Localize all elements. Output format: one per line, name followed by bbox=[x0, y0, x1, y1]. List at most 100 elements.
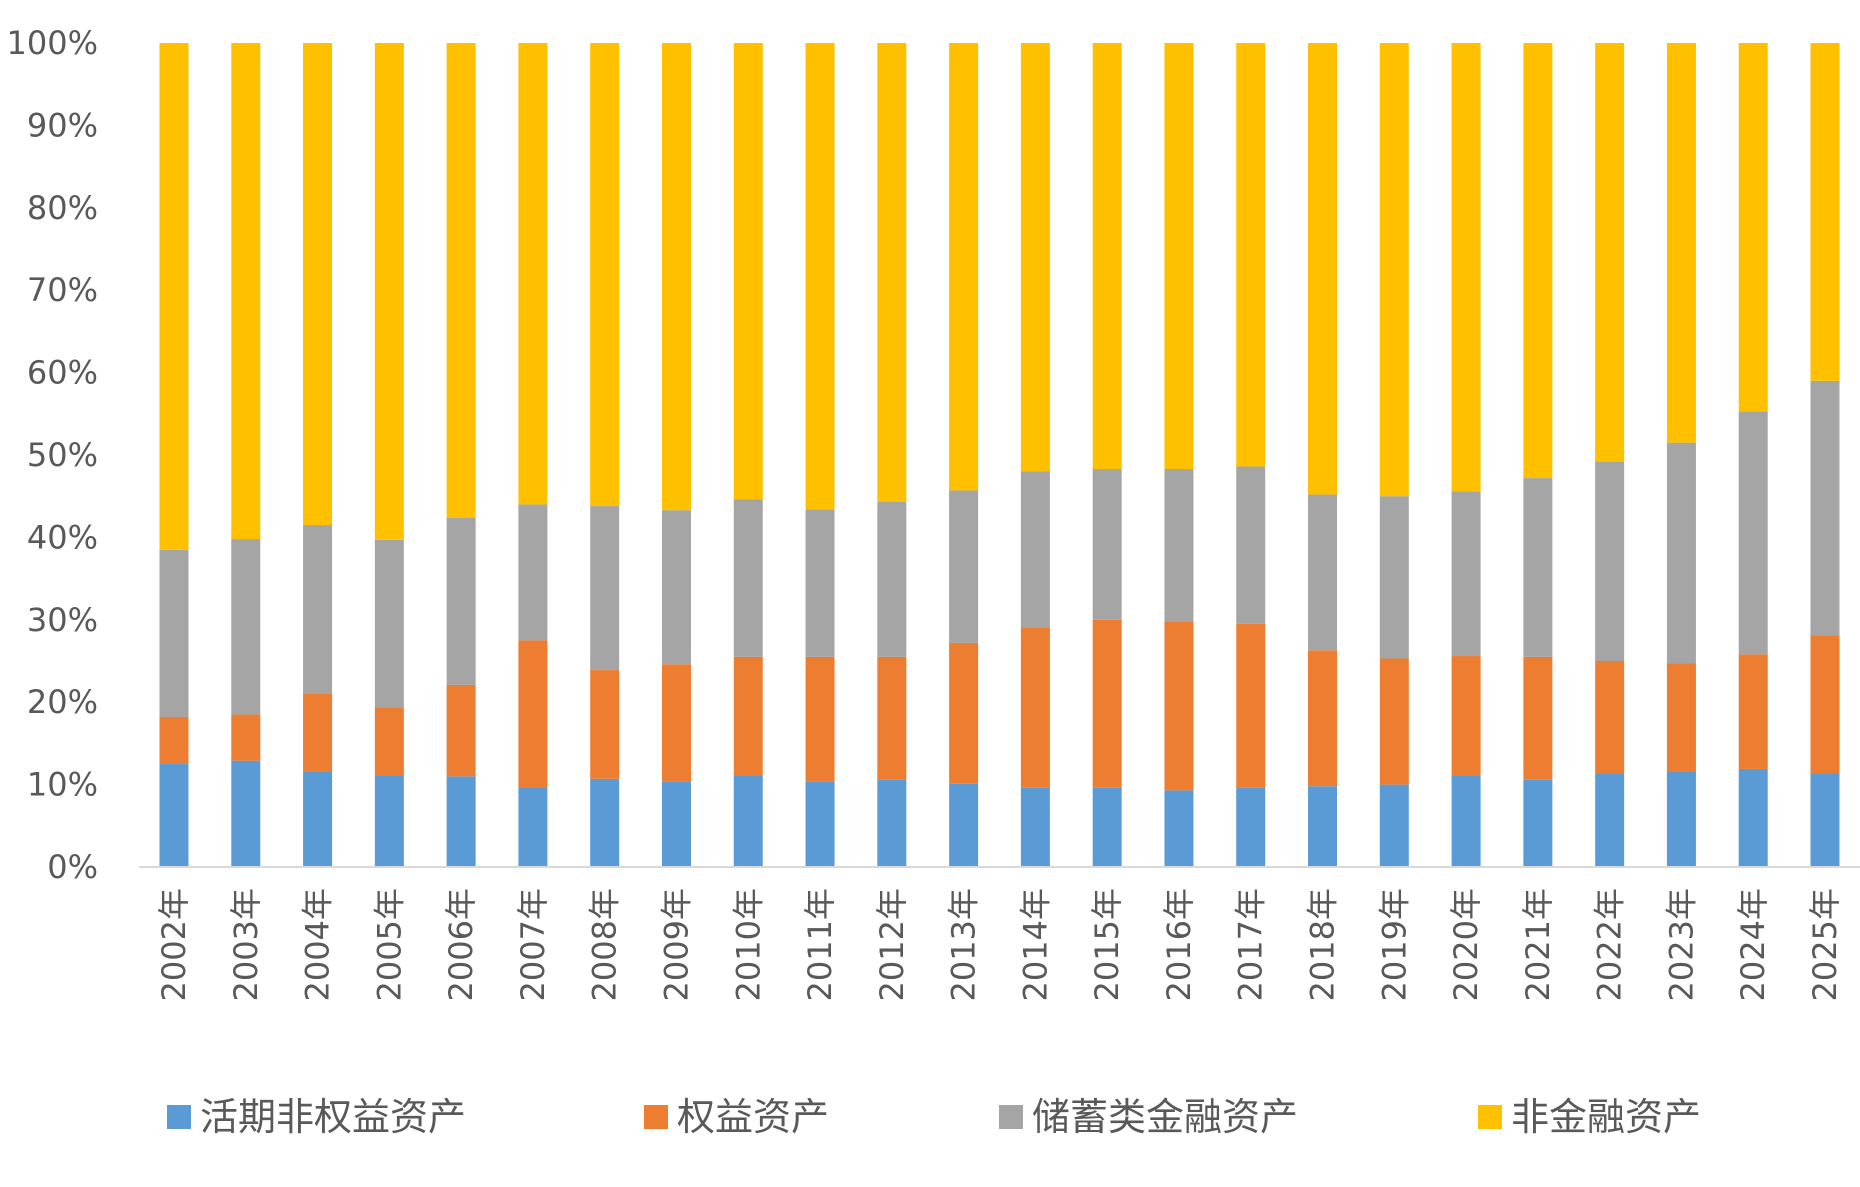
bar-segment-0 bbox=[1236, 787, 1266, 867]
y-tick-label: 70% bbox=[27, 271, 98, 309]
bar-segment-3 bbox=[590, 43, 620, 507]
bar-segment-0 bbox=[1092, 787, 1122, 867]
bar-segment-1 bbox=[590, 670, 620, 779]
bar-segment-1 bbox=[1595, 661, 1625, 774]
bar-segment-3 bbox=[1020, 43, 1050, 472]
bar-segment-2 bbox=[1308, 494, 1338, 651]
bar-segment-0 bbox=[1523, 779, 1553, 867]
bar-segment-2 bbox=[1020, 471, 1050, 628]
bar-segment-2 bbox=[1523, 478, 1553, 657]
bar-segment-0 bbox=[1020, 787, 1050, 867]
bar-segment-1 bbox=[231, 714, 261, 761]
x-tick-label: 2023年 bbox=[1662, 888, 1700, 1001]
bar-segment-3 bbox=[518, 43, 548, 505]
y-tick-label: 10% bbox=[27, 766, 98, 804]
x-tick-label: 2019年 bbox=[1375, 888, 1413, 1001]
bar-segment-3 bbox=[661, 43, 691, 511]
bar-segment-2 bbox=[1666, 442, 1696, 664]
bar-segment-2 bbox=[1236, 466, 1266, 624]
x-tick-label: 2021年 bbox=[1519, 888, 1557, 1001]
bar-segment-3 bbox=[374, 43, 404, 540]
x-tick-label: 2018年 bbox=[1304, 888, 1342, 1001]
bar-segment-1 bbox=[1666, 663, 1696, 772]
bar-segment-3 bbox=[1164, 43, 1194, 470]
x-tick-label: 2014年 bbox=[1016, 888, 1054, 1001]
x-tick-label: 2025年 bbox=[1806, 888, 1844, 1001]
bar-segment-3 bbox=[949, 43, 979, 491]
bar-segment-1 bbox=[159, 717, 189, 764]
x-tick-label: 2004年 bbox=[299, 888, 337, 1001]
bar-segment-1 bbox=[518, 640, 548, 788]
bar-segment-2 bbox=[877, 501, 907, 657]
bar-segment-3 bbox=[805, 43, 835, 510]
legend-label: 储蓄类金融资产 bbox=[1032, 1095, 1298, 1139]
bar-segment-0 bbox=[661, 781, 691, 867]
bar-segment-3 bbox=[1092, 43, 1122, 470]
x-tick-label: 2013年 bbox=[945, 888, 983, 1001]
bar-segment-1 bbox=[1810, 635, 1840, 774]
x-tick-label: 2017年 bbox=[1232, 888, 1270, 1001]
bar-segment-2 bbox=[733, 499, 763, 657]
bar-segment-0 bbox=[446, 776, 476, 867]
bar-segment-3 bbox=[1666, 43, 1696, 443]
bar-segment-3 bbox=[1738, 43, 1768, 412]
bar-segment-1 bbox=[1092, 619, 1122, 788]
bar-segment-1 bbox=[733, 656, 763, 776]
bar-segment-1 bbox=[1379, 658, 1409, 785]
legend-swatch bbox=[644, 1105, 668, 1129]
bar-segment-1 bbox=[877, 656, 907, 780]
bar-segment-2 bbox=[1595, 461, 1625, 661]
bar-segment-2 bbox=[518, 504, 548, 641]
bar-segment-3 bbox=[159, 43, 189, 550]
x-tick-label: 2024年 bbox=[1734, 888, 1772, 1001]
bar-segment-2 bbox=[374, 539, 404, 708]
bar-segment-0 bbox=[1379, 784, 1409, 867]
x-tick-label: 2011年 bbox=[801, 888, 839, 1001]
bar-segment-2 bbox=[1164, 469, 1194, 622]
y-tick-label: 40% bbox=[27, 518, 98, 556]
y-tick-label: 50% bbox=[27, 436, 98, 474]
bar-segment-1 bbox=[949, 642, 979, 784]
bar-segment-1 bbox=[1236, 623, 1266, 788]
bar-segment-3 bbox=[733, 43, 763, 500]
bar-segment-0 bbox=[1451, 775, 1481, 867]
y-tick-label: 100% bbox=[7, 24, 98, 62]
bar-segment-3 bbox=[877, 43, 907, 502]
bar-segment-2 bbox=[303, 525, 333, 694]
x-tick-label: 2008年 bbox=[586, 888, 624, 1001]
bar-segment-0 bbox=[374, 775, 404, 867]
bar-segment-3 bbox=[1523, 43, 1553, 479]
bar-segment-1 bbox=[303, 693, 333, 772]
bar-segment-2 bbox=[1810, 380, 1840, 636]
bar-segment-1 bbox=[1164, 621, 1194, 791]
x-tick-label: 2020年 bbox=[1447, 888, 1485, 1001]
legend-label: 权益资产 bbox=[677, 1095, 829, 1139]
bar-segment-0 bbox=[805, 781, 835, 867]
bar-segment-2 bbox=[1451, 491, 1481, 657]
bar-segment-3 bbox=[1308, 43, 1338, 495]
bar-segment-0 bbox=[231, 760, 261, 867]
legend-label: 非金融资产 bbox=[1511, 1095, 1701, 1139]
y-tick-label: 80% bbox=[27, 189, 98, 227]
bar-segment-2 bbox=[159, 549, 189, 718]
bar-segment-2 bbox=[1092, 469, 1122, 620]
x-tick-label: 2016年 bbox=[1160, 888, 1198, 1001]
y-tick-label: 20% bbox=[27, 683, 98, 721]
bar-segment-1 bbox=[1738, 654, 1768, 769]
legend-swatch bbox=[1478, 1105, 1502, 1129]
bar-segment-2 bbox=[1379, 496, 1409, 659]
bar-segment-0 bbox=[733, 775, 763, 867]
bar-segment-2 bbox=[1738, 411, 1768, 655]
x-tick-label: 2010年 bbox=[729, 888, 767, 1001]
bar-segment-0 bbox=[1738, 768, 1768, 867]
bar-segment-2 bbox=[949, 490, 979, 643]
bar-segment-1 bbox=[374, 707, 404, 776]
bar-segment-0 bbox=[949, 783, 979, 867]
bar-segment-0 bbox=[1308, 786, 1338, 867]
bar-segment-3 bbox=[303, 43, 333, 526]
bar-segment-0 bbox=[1666, 771, 1696, 867]
bar-segment-3 bbox=[1236, 43, 1266, 467]
bar-segment-0 bbox=[159, 763, 189, 867]
x-tick-label: 2015年 bbox=[1088, 888, 1126, 1001]
x-tick-label: 2022年 bbox=[1591, 888, 1629, 1001]
